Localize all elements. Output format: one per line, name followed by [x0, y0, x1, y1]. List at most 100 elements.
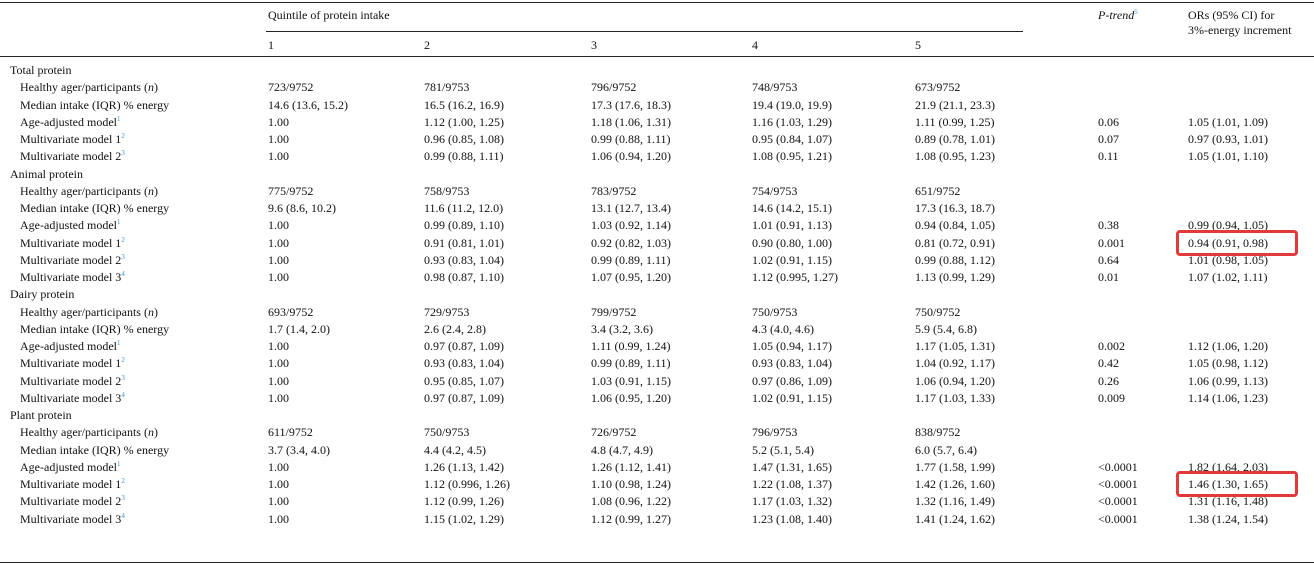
- quintile-1-cell: 1.00: [268, 235, 289, 250]
- row-label: Median intake (IQR) % energy: [20, 97, 170, 112]
- quintile-1-cell: 1.00: [268, 252, 289, 267]
- highlight-box: [1176, 229, 1298, 256]
- row-label: Multivariate model 34: [20, 390, 125, 405]
- quintile-2-cell: 0.98 (0.87, 1.10): [424, 270, 504, 284]
- table-row: Multivariate model 12 1.00 0.93 (0.83, 1.0…: [0, 355, 1314, 372]
- row-label: Multivariate model 23: [20, 373, 125, 388]
- footnote-ref: 2: [121, 477, 125, 485]
- table-row: Multivariate model 23 1.00 0.95 (0.85, 1.0…: [0, 373, 1314, 390]
- or-cell: 1.38 (1.24, 1.54): [1188, 511, 1268, 526]
- quintile-5-cell: 5.9 (5.4, 6.8): [915, 321, 977, 336]
- quintile-5-cell: 17.3 (16.3, 18.7): [915, 201, 995, 215]
- table-row: Multivariate model 34 1.00 0.97 (0.87, 1.0…: [0, 390, 1314, 407]
- or-cell: 0.99 (0.94, 1.05): [1188, 218, 1268, 233]
- quintile-2-cell: 758/9753: [424, 183, 470, 198]
- quintile-1-cell: 1.00: [268, 459, 289, 474]
- quintile-3-header: 3: [591, 38, 597, 52]
- quintile-2-cell: 0.96 (0.85, 1.08): [424, 132, 504, 146]
- quintile-1-cell: 1.00: [268, 270, 289, 284]
- or-cell: 0.97 (0.93, 1.01): [1188, 132, 1268, 146]
- quintile-5-cell: 750/9752: [915, 304, 961, 319]
- quintile-underline: [266, 31, 1023, 32]
- quintile-3-cell: 1.06 (0.95, 1.20): [591, 390, 671, 405]
- footnote-ref: 2: [121, 235, 125, 244]
- quintile-1-cell: 1.00: [268, 373, 289, 388]
- or-cell: 1.12 (1.06, 1.20): [1188, 339, 1268, 353]
- row-label: Age-adjusted model1: [20, 459, 121, 474]
- footnote-ref: 4: [121, 270, 125, 278]
- header-bottom-rule: [0, 56, 1314, 57]
- ptrend-footnote: 5: [1134, 8, 1138, 16]
- row-label-variable: n: [147, 425, 154, 440]
- quintile-5-cell: 1.08 (0.95, 1.23): [915, 149, 995, 164]
- table-row: Multivariate model 34 1.00 1.15 (1.02, 1.2…: [0, 511, 1314, 528]
- quintile-5-cell: 0.99 (0.88, 1.12): [915, 252, 995, 267]
- footnote-ref: 3: [121, 252, 125, 261]
- quintile-2-cell: 1.12 (0.996, 1.26): [424, 477, 510, 491]
- quintile-3-cell: 1.03 (0.92, 1.14): [591, 218, 671, 233]
- quintile-2-cell: 0.95 (0.85, 1.07): [424, 373, 504, 388]
- or-header-line1: ORs (95% CI) for: [1188, 8, 1275, 22]
- footnote-ref: 3: [121, 373, 125, 382]
- quintile-1-cell: 1.00: [268, 390, 289, 405]
- footnote-ref: 2: [121, 132, 125, 140]
- ptrend-cell: 0.001: [1098, 235, 1125, 250]
- ptrend-cell: <0.0001: [1098, 459, 1138, 474]
- table-row: Median intake (IQR) % energy 3.7 (3.4, 4.…: [0, 442, 1314, 459]
- or-cell: 1.31 (1.16, 1.48): [1188, 494, 1268, 509]
- row-label: Healthy ager/participants (n): [20, 425, 158, 440]
- quintile-5-cell: 1.42 (1.26, 1.60): [915, 477, 995, 491]
- quintile-4-cell: 19.4 (19.0, 19.9): [752, 97, 832, 112]
- ptrend-cell: 0.26: [1098, 373, 1119, 388]
- row-label: Multivariate model 23: [20, 494, 125, 509]
- quintile-4-cell: 750/9753: [752, 304, 798, 319]
- quintile-5-cell: 1.04 (0.92, 1.17): [915, 356, 995, 371]
- quintile-3-cell: 0.99 (0.89, 1.11): [591, 252, 671, 267]
- table-row: Multivariate model 12 1.00 0.91 (0.81, 1.0…: [0, 235, 1314, 252]
- table-row: Multivariate model 12 1.00 0.96 (0.85, 1.0…: [0, 131, 1314, 148]
- ptrend-cell: 0.64: [1098, 252, 1119, 267]
- quintile-2-cell: 11.6 (11.2, 12.0): [424, 201, 504, 215]
- quintile-3-cell: 0.99 (0.89, 1.11): [591, 356, 671, 371]
- quintile-1-cell: 723/9752: [268, 80, 314, 95]
- table-row: Healthy ager/participants (n) 723/9752 781…: [0, 79, 1314, 96]
- row-label: Healthy ager/participants (n): [20, 304, 158, 319]
- quintile-5-cell: 6.0 (5.7, 6.4): [915, 442, 977, 457]
- ptrend-header: P-trend5: [1098, 8, 1138, 22]
- quintile-5-cell: 673/9752: [915, 80, 961, 95]
- ptrend-cell: 0.009: [1098, 390, 1125, 405]
- table-row: Age-adjusted model1 1.00 0.97 (0.87, 1.09)…: [0, 338, 1314, 355]
- quintile-2-cell: 16.5 (16.2, 16.9): [424, 97, 504, 112]
- row-label: Multivariate model 12: [20, 477, 125, 491]
- ptrend-cell: 0.38: [1098, 218, 1119, 233]
- quintile-1-cell: 1.00: [268, 218, 289, 233]
- row-label-variable: n: [147, 80, 154, 95]
- table-row: Healthy ager/participants (n) 693/9752 729…: [0, 304, 1314, 321]
- quintile-1-cell: 1.00: [268, 356, 289, 371]
- quintile-2-cell: 0.93 (0.83, 1.04): [424, 356, 504, 371]
- quintile-5-cell: 1.41 (1.24, 1.62): [915, 511, 995, 526]
- or-cell: 0.94 (0.91, 0.98): [1188, 235, 1268, 250]
- ptrend-cell: 0.06: [1098, 114, 1119, 129]
- quintile-2-cell: 1.12 (1.00, 1.25): [424, 114, 504, 129]
- row-label: Age-adjusted model1: [20, 339, 121, 353]
- quintile-3-cell: 13.1 (12.7, 13.4): [591, 201, 671, 215]
- quintile-4-cell: 14.6 (14.2, 15.1): [752, 201, 832, 215]
- table-row: Multivariate model 23 1.00 0.93 (0.83, 1.0…: [0, 252, 1314, 269]
- quintile-2-cell: 0.93 (0.83, 1.04): [424, 252, 504, 267]
- table-row: Healthy ager/participants (n) 775/9752 758…: [0, 183, 1314, 200]
- quintile-1-cell: 1.7 (1.4, 2.0): [268, 321, 330, 336]
- table-row: Multivariate model 34 1.00 0.98 (0.87, 1.1…: [0, 269, 1314, 286]
- or-cell: 1.07 (1.02, 1.11): [1188, 270, 1268, 284]
- quintile-2-cell: 1.26 (1.13, 1.42): [424, 459, 504, 474]
- ptrend-cell: 0.42: [1098, 356, 1119, 371]
- quintile-1-cell: 1.00: [268, 339, 289, 353]
- quintile-1-cell: 14.6 (13.6, 15.2): [268, 97, 348, 112]
- quintile-4-cell: 1.16 (1.03, 1.29): [752, 114, 832, 129]
- quintile-3-cell: 726/9752: [591, 425, 637, 440]
- quintile-5-cell: 1.17 (1.03, 1.33): [915, 390, 995, 405]
- quintile-4-cell: 0.90 (0.80, 1.00): [752, 235, 832, 250]
- footnote-ref: 3: [121, 494, 125, 503]
- quintile-4-cell: 1.02 (0.91, 1.15): [752, 252, 832, 267]
